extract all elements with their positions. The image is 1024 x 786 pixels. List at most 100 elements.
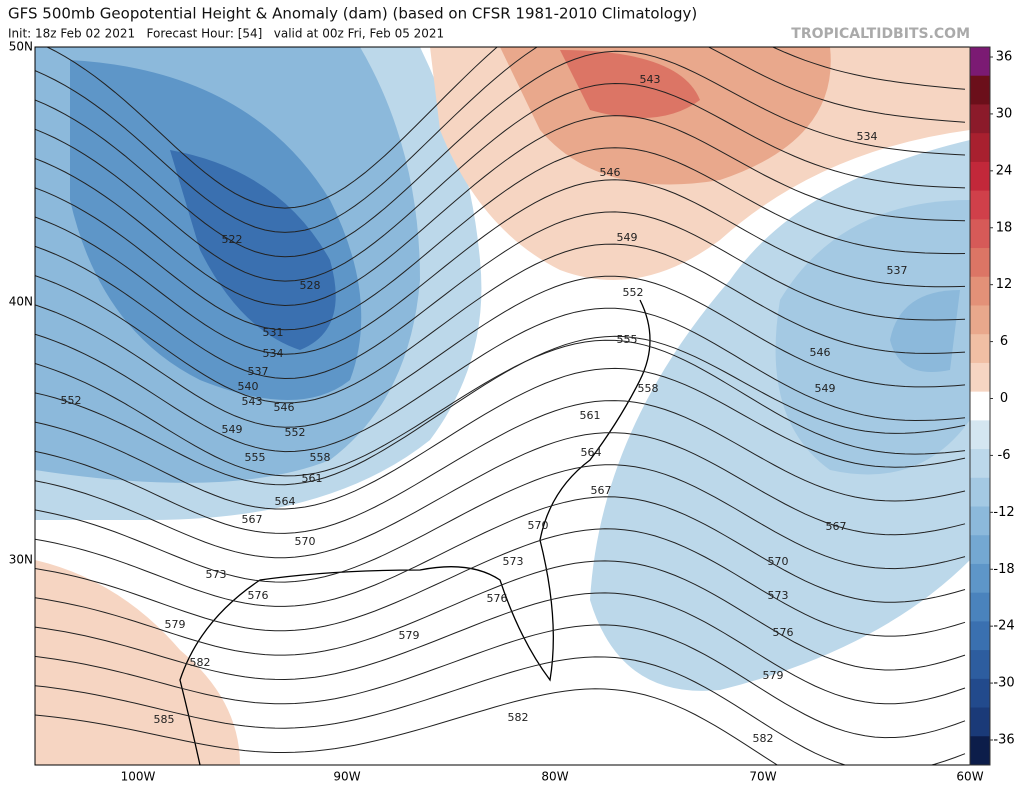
contour-label: 576	[248, 589, 269, 602]
height-contour	[35, 624, 966, 739]
contour-label: 555	[245, 451, 266, 464]
contour-label: 579	[399, 629, 420, 642]
height-contour	[35, 367, 966, 510]
colorbar-tick-label: -18	[993, 562, 1014, 577]
colorbar-tick-label: 6	[1000, 334, 1008, 349]
height-contour	[35, 179, 966, 355]
colorbar-segment	[970, 248, 990, 278]
height-contour	[35, 82, 966, 282]
contour-label: 540	[238, 380, 259, 393]
contour-label: 576	[487, 592, 508, 605]
lon-label: 90W	[333, 770, 360, 784]
contour-label: 573	[768, 589, 789, 602]
contour-label: 534	[263, 347, 284, 360]
contour-label: 558	[310, 451, 331, 464]
lat-label: 30N	[9, 553, 33, 567]
contour-label: 573	[503, 555, 524, 568]
height-contour	[35, 335, 966, 486]
contour-label: 552	[285, 426, 306, 439]
lon-label: 80W	[541, 770, 568, 784]
contour-label: 534	[857, 130, 878, 143]
run-info: Init: 18z Feb 02 2021 Forecast Hour: [54…	[8, 27, 444, 41]
height-contour	[35, 211, 966, 380]
title: GFS 500mb Geopotential Height & Anomaly …	[8, 5, 697, 23]
height-contour	[35, 400, 966, 534]
contour-label: 522	[222, 233, 243, 246]
contour-label: 579	[165, 618, 186, 631]
lat-label: 50N	[9, 40, 33, 54]
colorbar-tick-label: -36	[993, 733, 1014, 748]
colorbar-tick-label: -12	[993, 505, 1014, 520]
contour-label: 552	[623, 286, 644, 299]
colorbar-segment	[970, 707, 990, 737]
contour-label: 582	[508, 711, 529, 724]
colorbar-segment	[970, 219, 990, 249]
colorbar-segment	[970, 104, 990, 134]
colorbar-segment	[970, 362, 990, 393]
contour-label: 549	[617, 231, 638, 244]
colorbar-segment	[970, 592, 990, 622]
colorbar-segment	[970, 133, 990, 163]
colorbar-frame	[969, 46, 991, 766]
contour-label: 537	[248, 365, 269, 378]
contour-label: 543	[640, 73, 661, 86]
contour-label: 570	[528, 519, 549, 532]
contour-label: 561	[580, 409, 601, 422]
colorbar-segment	[970, 305, 990, 335]
lon-label: 70W	[749, 770, 776, 784]
colorbar-segment	[970, 477, 990, 508]
height-contour	[35, 528, 966, 637]
height-contour	[35, 656, 966, 765]
colorbar-tick-label: 30	[996, 106, 1013, 121]
contour-label: 546	[274, 401, 295, 414]
contour-label: 546	[600, 166, 621, 179]
contour-label: 585	[154, 713, 175, 726]
colorbar-tick-label: 0	[1000, 391, 1008, 406]
colorbar-segment	[970, 391, 990, 421]
lon-label: 100W	[121, 770, 156, 784]
contour-label: 564	[275, 495, 296, 508]
height-contour	[35, 560, 966, 671]
contour-label: 582	[190, 656, 211, 669]
contour-label: 531	[263, 326, 284, 339]
site-name: TROPICALTIDBITS.COM	[791, 26, 970, 42]
height-contour	[46, 47, 966, 209]
colorbar-segment	[970, 563, 990, 594]
contour-label: 543	[242, 395, 263, 408]
colorbar-segment	[970, 535, 990, 565]
colorbar-tick-label: 24	[996, 163, 1013, 178]
map-area: 543 534 546 549 552 555 558 561 564 567 570 573 576 5…	[35, 47, 970, 765]
height-contour	[35, 339, 966, 477]
colorbar-tick-label: -6	[998, 448, 1011, 463]
contour-label: 582	[753, 732, 774, 745]
contour-label: 576	[773, 626, 794, 639]
contour-label: 537	[887, 264, 908, 277]
height-contour	[35, 592, 966, 705]
contour-label: 555	[617, 333, 638, 346]
contour-label: 570	[768, 555, 789, 568]
contour-label: 570	[295, 535, 316, 548]
colorbar-tick-label: 36	[996, 50, 1013, 65]
height-contour	[35, 432, 966, 559]
colorbar-segment	[970, 449, 990, 479]
colorbar-segment	[970, 621, 990, 651]
colorbar-tick-label: -30	[993, 676, 1014, 691]
height-contour	[35, 496, 966, 607]
height-contour	[35, 243, 966, 404]
contour-label: 561	[302, 472, 323, 485]
height-contour	[35, 47, 966, 233]
contour-label: 549	[222, 423, 243, 436]
lon-label: 60W	[956, 770, 983, 784]
contour-label: 567	[826, 520, 847, 533]
contour-label: 564	[581, 446, 602, 459]
height-contour	[35, 464, 966, 583]
colorbar-segment	[970, 47, 990, 77]
colorbar-tick-label: 18	[996, 220, 1013, 235]
contour-label: 567	[591, 484, 612, 497]
height-contour	[35, 147, 966, 331]
height-contour	[35, 115, 966, 307]
colorbar-segment	[970, 190, 990, 220]
lat-label: 40N	[9, 295, 33, 309]
colorbar-segment	[970, 334, 990, 364]
